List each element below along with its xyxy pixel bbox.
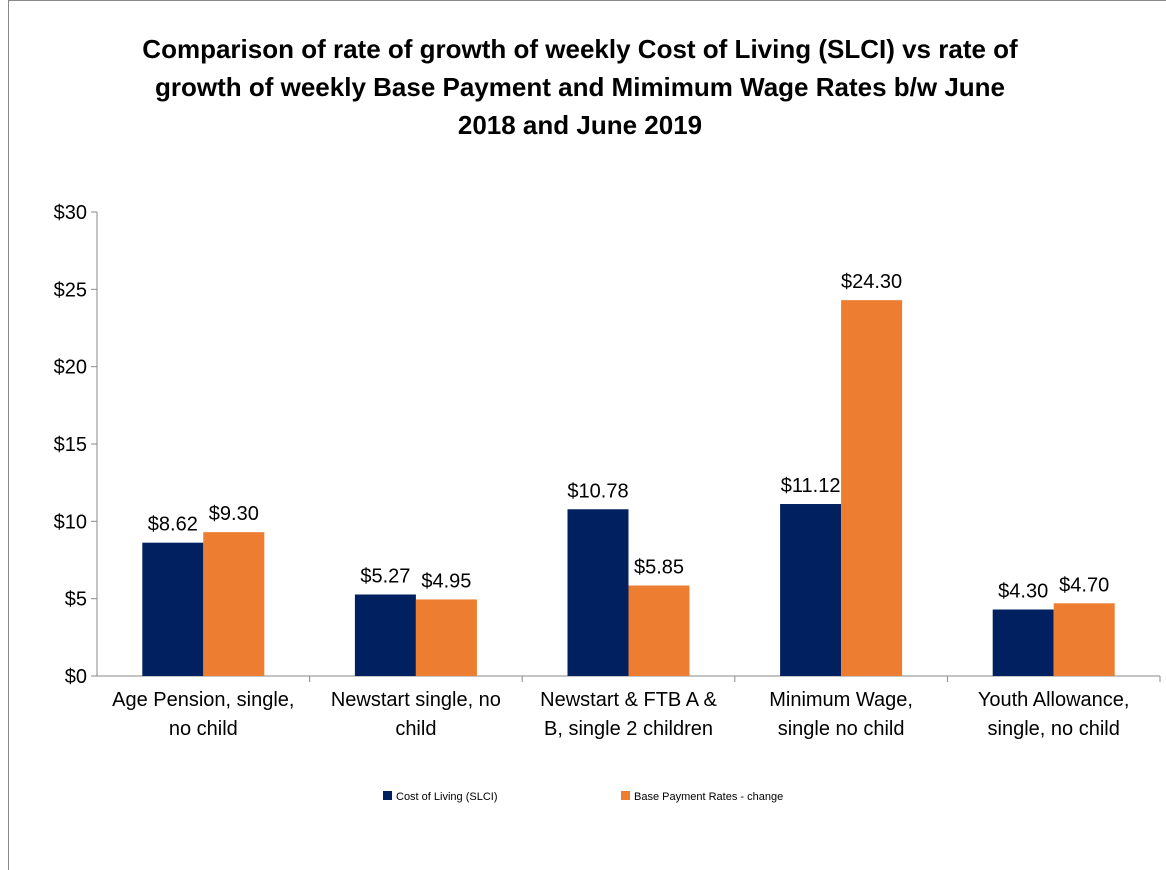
legend-swatch bbox=[621, 791, 630, 800]
x-tick-label: Youth Allowance, single, no child bbox=[977, 689, 1130, 740]
data-label: $8.62 bbox=[148, 514, 198, 536]
x-tick-label: Age Pension, single, no child bbox=[112, 689, 295, 740]
y-tick-label: $5 bbox=[65, 589, 87, 611]
y-tick-label: $20 bbox=[54, 357, 87, 379]
legend-swatch bbox=[383, 791, 392, 800]
data-label: $9.30 bbox=[209, 503, 259, 525]
legend-label: Cost of Living (SLCI) bbox=[396, 791, 497, 803]
chart-title: Comparison of rate of growth of weekly C… bbox=[142, 34, 1018, 140]
data-label: $10.78 bbox=[567, 480, 628, 502]
data-label: $5.27 bbox=[360, 565, 410, 587]
data-label: $4.95 bbox=[421, 570, 471, 592]
x-tick-label: Newstart single, no child bbox=[330, 689, 501, 740]
data-label: $24.30 bbox=[841, 271, 902, 293]
x-tick-label: Minimum Wage, single no child bbox=[769, 689, 913, 740]
data-label: $4.30 bbox=[998, 580, 1048, 602]
y-tick-label: $30 bbox=[54, 202, 87, 224]
y-tick-label: $10 bbox=[54, 511, 87, 533]
bar bbox=[1053, 603, 1115, 676]
bar bbox=[142, 542, 204, 676]
bar bbox=[354, 594, 416, 676]
bar bbox=[780, 504, 842, 676]
data-label: $11.12 bbox=[781, 475, 841, 497]
x-tick-label: Newstart & FTB A & B, single 2 children bbox=[540, 689, 717, 740]
bar bbox=[992, 609, 1054, 676]
data-label: $4.70 bbox=[1059, 574, 1109, 596]
bar bbox=[628, 585, 690, 676]
data-label: $5.85 bbox=[634, 557, 684, 579]
bar bbox=[415, 599, 477, 676]
legend-label: Base Payment Rates - change bbox=[634, 791, 783, 803]
bar bbox=[841, 300, 903, 676]
bar bbox=[203, 532, 265, 676]
y-tick-label: $15 bbox=[54, 434, 87, 456]
y-tick-label: $0 bbox=[65, 666, 87, 688]
bar bbox=[567, 509, 629, 676]
y-tick-label: $25 bbox=[54, 279, 87, 301]
